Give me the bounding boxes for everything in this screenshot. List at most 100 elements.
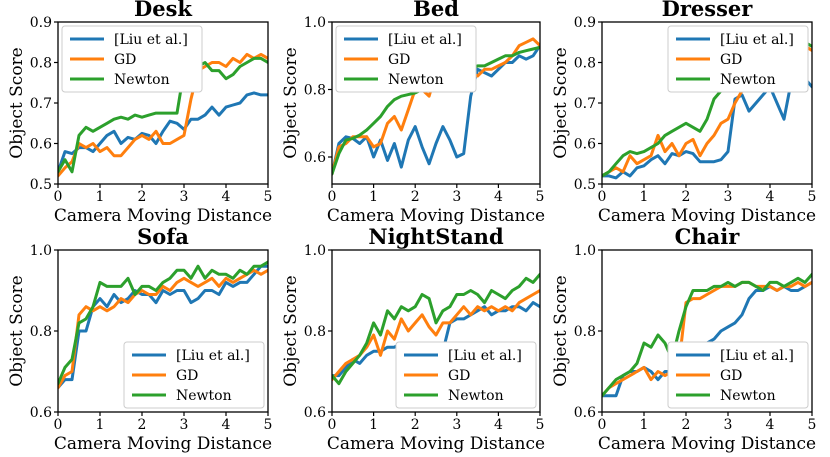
legend-label-newton: Newton xyxy=(176,388,232,404)
x-tick-label: 2 xyxy=(411,189,420,205)
x-tick-label: 1 xyxy=(96,417,105,433)
y-tick-label: 0.6 xyxy=(304,150,326,166)
legend-box xyxy=(667,25,809,93)
legend-label-gd: GD xyxy=(176,368,198,384)
series-line-newton xyxy=(58,56,268,174)
x-axis-label: Camera Moving Distance xyxy=(327,206,545,226)
y-tick-label: 0.8 xyxy=(304,324,326,340)
y-tick-label: 0.9 xyxy=(574,15,596,31)
chart-title: Chair xyxy=(675,224,741,249)
chart-title: Bed xyxy=(413,0,459,21)
chart-title: Dresser xyxy=(662,0,754,21)
x-tick-label: 4 xyxy=(494,189,503,205)
y-tick-label: 0.7 xyxy=(574,96,596,112)
y-tick-label: 1.0 xyxy=(574,243,596,259)
chart-dresser: Dresser 0 1 2 3 4 5 0.5 0.6 0.7 0.8 0.9 Camera Movin… xyxy=(551,0,816,226)
x-tick-label: 1 xyxy=(640,417,649,433)
legend-label-gd: GD xyxy=(720,368,742,384)
chart-nightstand: NightStand 0 1 2 3 4 5 0.6 0.8 1.0 Camera Moving D… xyxy=(281,224,545,454)
y-tick-label: 0.5 xyxy=(574,177,596,193)
y-tick-label: 0.8 xyxy=(574,324,596,340)
legend-label-newton: Newton xyxy=(720,388,776,404)
y-axis-label: Object Score xyxy=(281,275,301,387)
x-tick-label: 2 xyxy=(138,417,147,433)
y-axis-label: Object Score xyxy=(281,47,301,159)
x-axis-label: Camera Moving Distance xyxy=(54,434,272,454)
x-tick-label: 0 xyxy=(54,189,63,205)
x-axis-label: Camera Moving Distance xyxy=(327,434,545,454)
x-tick-label: 1 xyxy=(369,417,378,433)
x-tick-label: 3 xyxy=(724,417,733,433)
legend-label-liu-et-al: [Liu et al.] xyxy=(448,348,522,364)
x-tick-label: 4 xyxy=(222,417,231,433)
y-axis-label: Object Score xyxy=(551,47,571,159)
x-tick-label: 2 xyxy=(682,189,691,205)
y-axis-label: Object Score xyxy=(551,275,571,387)
x-axis-label: Camera Moving Distance xyxy=(54,206,272,226)
series-line-gd xyxy=(602,280,812,398)
y-tick-label: 1.0 xyxy=(304,243,326,259)
x-tick-label: 2 xyxy=(682,417,691,433)
x-tick-label: 3 xyxy=(180,417,189,433)
x-tick-label: 3 xyxy=(452,189,461,205)
legend-box xyxy=(61,25,203,93)
y-tick-label: 0.8 xyxy=(574,56,596,72)
y-tick-label: 1.0 xyxy=(304,15,326,31)
x-tick-label: 4 xyxy=(766,189,775,205)
legend-label-liu-et-al: [Liu et al.] xyxy=(176,348,250,364)
y-tick-label: 0.6 xyxy=(30,137,52,153)
legend-label-gd: GD xyxy=(388,52,410,68)
chart-title: Desk xyxy=(134,0,192,21)
x-tick-label: 0 xyxy=(598,417,607,433)
y-tick-label: 0.6 xyxy=(574,405,596,421)
legend-label-liu-et-al: [Liu et al.] xyxy=(114,32,188,48)
x-tick-label: 5 xyxy=(808,417,817,433)
series-line-gd xyxy=(58,268,268,390)
x-tick-label: 2 xyxy=(138,189,147,205)
y-tick-label: 0.8 xyxy=(30,56,52,72)
legend-label-newton: Newton xyxy=(448,388,504,404)
legend-box xyxy=(335,25,477,93)
x-tick-label: 5 xyxy=(536,189,545,205)
chart-chair: Chair 0 1 2 3 4 5 0.6 0.8 1.0 Camera Moving Distan… xyxy=(551,224,816,454)
chart-bed: Bed 0 1 2 3 4 5 0.6 0.8 1.0 Camera Moving Distance… xyxy=(281,0,545,226)
legend-label-newton: Newton xyxy=(720,72,776,88)
legend-label-newton: Newton xyxy=(388,72,444,88)
legend: [Liu et al.] GD Newton xyxy=(667,25,809,93)
chart-title: Sofa xyxy=(137,224,189,249)
x-tick-label: 3 xyxy=(180,189,189,205)
chart-desk: Desk 0 1 2 3 4 5 0.5 0.6 0.7 0.8 0.9 Camera Moving D… xyxy=(7,0,272,226)
x-tick-label: 3 xyxy=(724,189,733,205)
chart-sofa: Sofa 0 1 2 3 4 5 0.6 0.8 1.0 Camera Moving Distanc… xyxy=(7,224,272,454)
legend-label-gd: GD xyxy=(448,368,470,384)
y-tick-label: 0.5 xyxy=(30,177,52,193)
x-tick-label: 0 xyxy=(328,417,337,433)
series-line-newton xyxy=(602,272,812,398)
legend: [Liu et al.] GD Newton xyxy=(61,25,203,93)
x-tick-label: 5 xyxy=(536,417,545,433)
legend-box xyxy=(123,341,265,409)
series-line-gd xyxy=(58,52,268,178)
series-line-liu-et-al xyxy=(58,91,268,174)
legend-label-liu-et-al: [Liu et al.] xyxy=(720,348,794,364)
x-tick-label: 3 xyxy=(452,417,461,433)
legend-label-liu-et-al: [Liu et al.] xyxy=(388,32,462,48)
legend-label-newton: Newton xyxy=(114,72,170,88)
chart-title: NightStand xyxy=(368,224,504,249)
x-tick-label: 1 xyxy=(640,189,649,205)
y-axis-label: Object Score xyxy=(7,275,27,387)
x-tick-label: 0 xyxy=(54,417,63,433)
series-line-newton xyxy=(332,272,540,386)
x-tick-label: 4 xyxy=(494,417,503,433)
y-tick-label: 0.9 xyxy=(30,15,52,31)
y-tick-label: 0.8 xyxy=(304,83,326,99)
legend-label-liu-et-al: [Liu et al.] xyxy=(720,32,794,48)
x-tick-label: 4 xyxy=(766,417,775,433)
legend: [Liu et al.] GD Newton xyxy=(335,25,477,93)
x-tick-label: 0 xyxy=(598,189,607,205)
series-line-gd xyxy=(332,289,540,382)
x-axis-label: Camera Moving Distance xyxy=(598,434,816,454)
y-axis-label: Object Score xyxy=(7,47,27,159)
x-tick-label: 1 xyxy=(369,189,378,205)
